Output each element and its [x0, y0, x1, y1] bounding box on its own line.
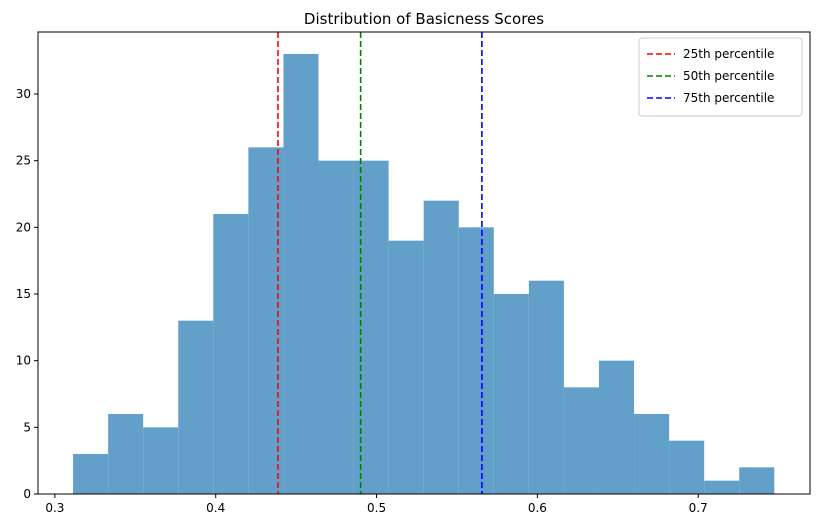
x-tick-label: 0.6 [528, 501, 547, 515]
y-tick-label: 15 [16, 287, 31, 301]
legend-box [638, 37, 803, 117]
histogram-bar [704, 480, 740, 494]
x-tick-label: 0.3 [45, 501, 64, 515]
axes-group: 0.3 0.4 0.5 0.6 0.7 0 5 10 15 20 25 30 [16, 31, 811, 515]
y-tick-label: 10 [16, 354, 31, 368]
histogram-bar [458, 227, 494, 495]
histogram-bar [178, 320, 214, 494]
histogram-bar [318, 160, 354, 494]
histogram-bar [598, 360, 635, 494]
histogram-bar [739, 467, 775, 494]
x-tick-label: 0.5 [367, 501, 386, 515]
y-tick-label: 5 [23, 420, 31, 434]
histogram-bar [388, 240, 424, 494]
percentile-lines-group [277, 32, 483, 494]
y-tick-label: 0 [23, 487, 31, 501]
x-tick-label: 0.7 [689, 501, 708, 515]
histogram-bar [563, 387, 599, 494]
legend-label: 75th percentile [683, 91, 774, 105]
bars-group [73, 54, 775, 495]
histogram-bar [143, 427, 179, 494]
legend-label: 50th percentile [683, 69, 774, 83]
plot-frame [37, 31, 811, 495]
legend: 25th percentile 50th percentile 75th perce… [638, 37, 803, 117]
histogram-bar [528, 280, 564, 494]
histogram-bar [73, 454, 109, 494]
histogram-bar [353, 160, 389, 494]
histogram-bar [108, 414, 144, 494]
histogram-bar [423, 200, 459, 494]
histogram-bar [283, 54, 319, 494]
y-tick-label: 25 [16, 154, 31, 168]
legend-label: 25th percentile [683, 47, 774, 61]
histogram-bar [669, 440, 705, 494]
y-tick-label: 30 [16, 87, 31, 101]
x-tick-label: 0.4 [206, 501, 225, 515]
histogram-bar [634, 414, 670, 494]
histogram-bar [213, 214, 249, 494]
histogram-bar [493, 294, 529, 494]
y-tick-label: 20 [16, 220, 31, 234]
chart-title: Distribution of Basicness Scores [304, 10, 544, 28]
